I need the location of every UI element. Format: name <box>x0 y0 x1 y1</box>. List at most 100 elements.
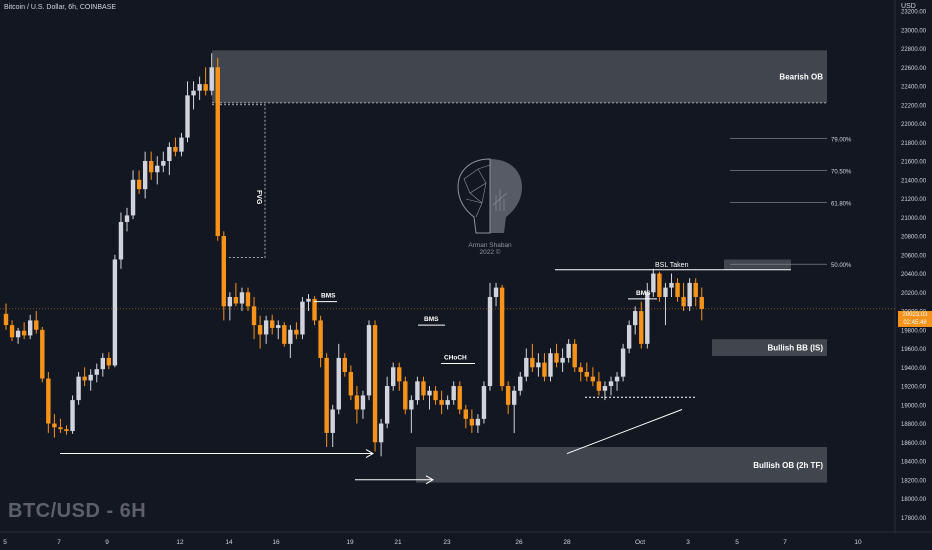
candle-body <box>633 311 638 326</box>
time-tick-label: 5 <box>3 539 7 546</box>
candle-body <box>215 67 220 237</box>
candle-body <box>191 90 196 96</box>
candle-body <box>584 371 589 377</box>
candle-body <box>397 367 402 382</box>
candle-body <box>614 376 620 382</box>
candle-body <box>499 287 505 387</box>
price-tick-label: 23200.00 <box>901 10 927 16</box>
candle-body <box>354 395 360 410</box>
candle-body <box>669 282 674 288</box>
candle-body <box>602 386 608 391</box>
candle-body <box>179 137 184 152</box>
current-price-badge[interactable]: 20023.03 02:45:48 <box>898 311 932 327</box>
candle-body <box>560 357 565 363</box>
candle-body <box>645 292 650 344</box>
zone-rect <box>712 339 827 357</box>
candle-body <box>608 381 614 387</box>
candle-body <box>76 376 81 401</box>
candle-body <box>233 296 239 304</box>
candle-body <box>681 296 686 307</box>
candle-body <box>548 353 553 377</box>
price-tick-label: 17800.00 <box>901 516 927 522</box>
arrow-head-2 <box>425 475 435 485</box>
price-tick-label: 19400.00 <box>901 366 927 372</box>
trend-line <box>566 409 683 455</box>
candle-body <box>378 423 384 443</box>
candle-body <box>403 381 408 410</box>
price-tick-label: 21400.00 <box>901 178 927 184</box>
time-tick-label: 28 <box>563 539 571 546</box>
candle-body <box>457 386 462 410</box>
candle-body <box>40 329 45 379</box>
time-tick-label: 26 <box>515 539 523 546</box>
candle-body <box>536 362 541 368</box>
price-tick-label: 22000.00 <box>901 122 927 128</box>
candle-body <box>270 320 275 328</box>
brand-logo: Arman Shaban 2022 © <box>440 155 540 256</box>
candle-body <box>197 84 202 91</box>
candle-body <box>34 320 39 330</box>
candle-body <box>524 357 529 377</box>
price-tick-label: 21800.00 <box>901 141 927 147</box>
candle-body <box>566 343 571 358</box>
time-tick-label: 14 <box>225 539 233 546</box>
choch-label: CHoCH <box>444 355 467 362</box>
time-tick-label: 12 <box>176 539 184 546</box>
time-tick-label: 19 <box>346 539 354 546</box>
price-tick-label: 20400.00 <box>901 272 927 278</box>
candle-body <box>342 357 347 372</box>
price-tick-label: 18800.00 <box>901 422 927 428</box>
time-tick-label: Oct <box>635 539 645 546</box>
candle-body <box>282 325 287 344</box>
price-tick-label: 18400.00 <box>901 460 927 466</box>
candle-body <box>227 296 233 307</box>
zone-label: Bearish OB <box>779 73 823 82</box>
candle-body <box>675 282 680 297</box>
candle-body <box>639 311 644 344</box>
candle-body <box>518 376 523 391</box>
candle-body <box>590 376 596 382</box>
bms-label-1: BMS <box>321 293 336 300</box>
candle-body <box>21 330 27 336</box>
price-tick-label: 20200.00 <box>901 291 927 297</box>
bms-label-3: BMS <box>636 290 651 297</box>
candle-body <box>693 282 698 297</box>
candle-body <box>433 390 438 401</box>
candle-body <box>330 409 335 433</box>
fib-level-label: 70.50% <box>831 169 852 175</box>
time-tick-label: 5 <box>735 539 739 546</box>
logo-name: Arman Shaban <box>468 242 512 249</box>
candle-body <box>15 330 21 338</box>
price-tick-label: 23000.00 <box>901 28 927 34</box>
candle-body <box>124 215 130 222</box>
price-tick-label: 21200.00 <box>901 197 927 203</box>
fib-level-label: 79.00% <box>831 138 852 144</box>
candle-body <box>276 325 281 328</box>
price-tick-label: 18200.00 <box>901 478 927 484</box>
bsl-box <box>724 259 791 270</box>
time-tick-label: 16 <box>272 539 280 546</box>
candle-body <box>360 395 366 410</box>
candle-body <box>94 369 99 375</box>
current-price-value: 20023.03 <box>902 312 928 318</box>
candle-body <box>312 298 317 321</box>
candle-body <box>451 386 456 401</box>
price-tick-label: 19600.00 <box>901 347 927 353</box>
candle-body <box>481 386 487 419</box>
price-tick-label: 21000.00 <box>901 216 927 222</box>
price-tick-label: 19800.00 <box>901 328 927 334</box>
candle-body <box>142 161 148 190</box>
candle-body <box>149 161 154 173</box>
bms-label-2: BMS <box>424 316 439 323</box>
candle-body <box>306 298 311 302</box>
candle-body <box>699 296 704 309</box>
candle-body <box>118 221 124 260</box>
candle-body <box>46 378 51 424</box>
candle-body <box>487 296 493 387</box>
candle-body <box>173 146 178 152</box>
candle-body <box>82 376 87 381</box>
candle-body <box>445 400 450 405</box>
candle-body <box>348 371 354 396</box>
candle-body <box>136 179 142 190</box>
